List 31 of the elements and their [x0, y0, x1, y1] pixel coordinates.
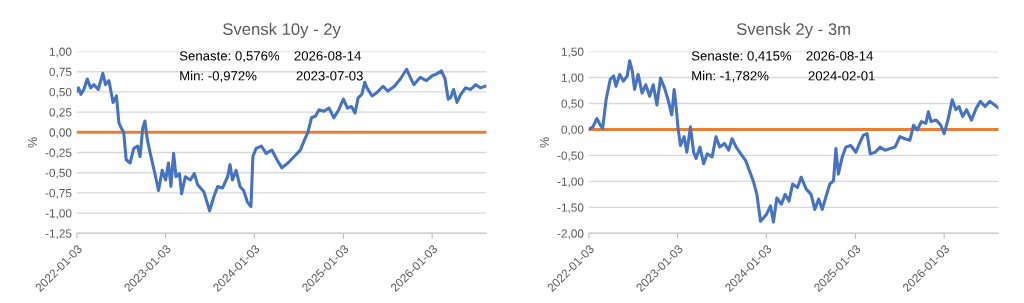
- chart-title: Svensk 10y - 2y: [223, 22, 341, 39]
- y-tick-label: 1,00: [49, 47, 72, 58]
- y-tick-label: -0,75: [45, 188, 72, 199]
- chart-title: Svensk 2y - 3m: [736, 22, 850, 39]
- y-tick-label: -0,25: [45, 148, 72, 159]
- y-tick-label: -0,50: [45, 168, 72, 179]
- y-tick-label: 0,00: [49, 128, 72, 139]
- annotation: 2026-08-14: [294, 51, 361, 61]
- y-tick-label: -1,50: [557, 203, 584, 214]
- y-tick-label: 1,00: [561, 73, 584, 84]
- y-tick-label: -1,00: [45, 209, 72, 219]
- y-tick-label: -2,00: [557, 229, 584, 240]
- y-tick-label: -1,25: [45, 229, 72, 240]
- annotation: 2024-02-01: [808, 71, 875, 81]
- line-series: [76, 67, 487, 213]
- y-tick-label: -0,50: [557, 151, 584, 162]
- annotation: Senaste: 0,415%: [691, 51, 792, 63]
- y-tick-label: 0,00: [561, 125, 584, 136]
- annotation: 2023-07-03: [296, 71, 363, 81]
- y-tick-label: 0,25: [49, 108, 72, 118]
- y-axis-title: %: [28, 137, 37, 148]
- annotation: Senaste: 0,576%: [179, 51, 280, 63]
- y-tick-label: 0,50: [49, 87, 72, 98]
- annotation: Min: -0,972%: [180, 70, 257, 83]
- y-tick-label: 0,50: [561, 99, 584, 110]
- y-axis-title: %: [540, 137, 549, 148]
- y-tick-label: 0,75: [49, 67, 72, 78]
- annotation: 2026-08-14: [806, 51, 873, 61]
- y-tick-label: 1,50: [561, 47, 584, 58]
- y-tick-label: -1,00: [557, 177, 584, 188]
- annotation: Min: -1,782%: [692, 70, 769, 83]
